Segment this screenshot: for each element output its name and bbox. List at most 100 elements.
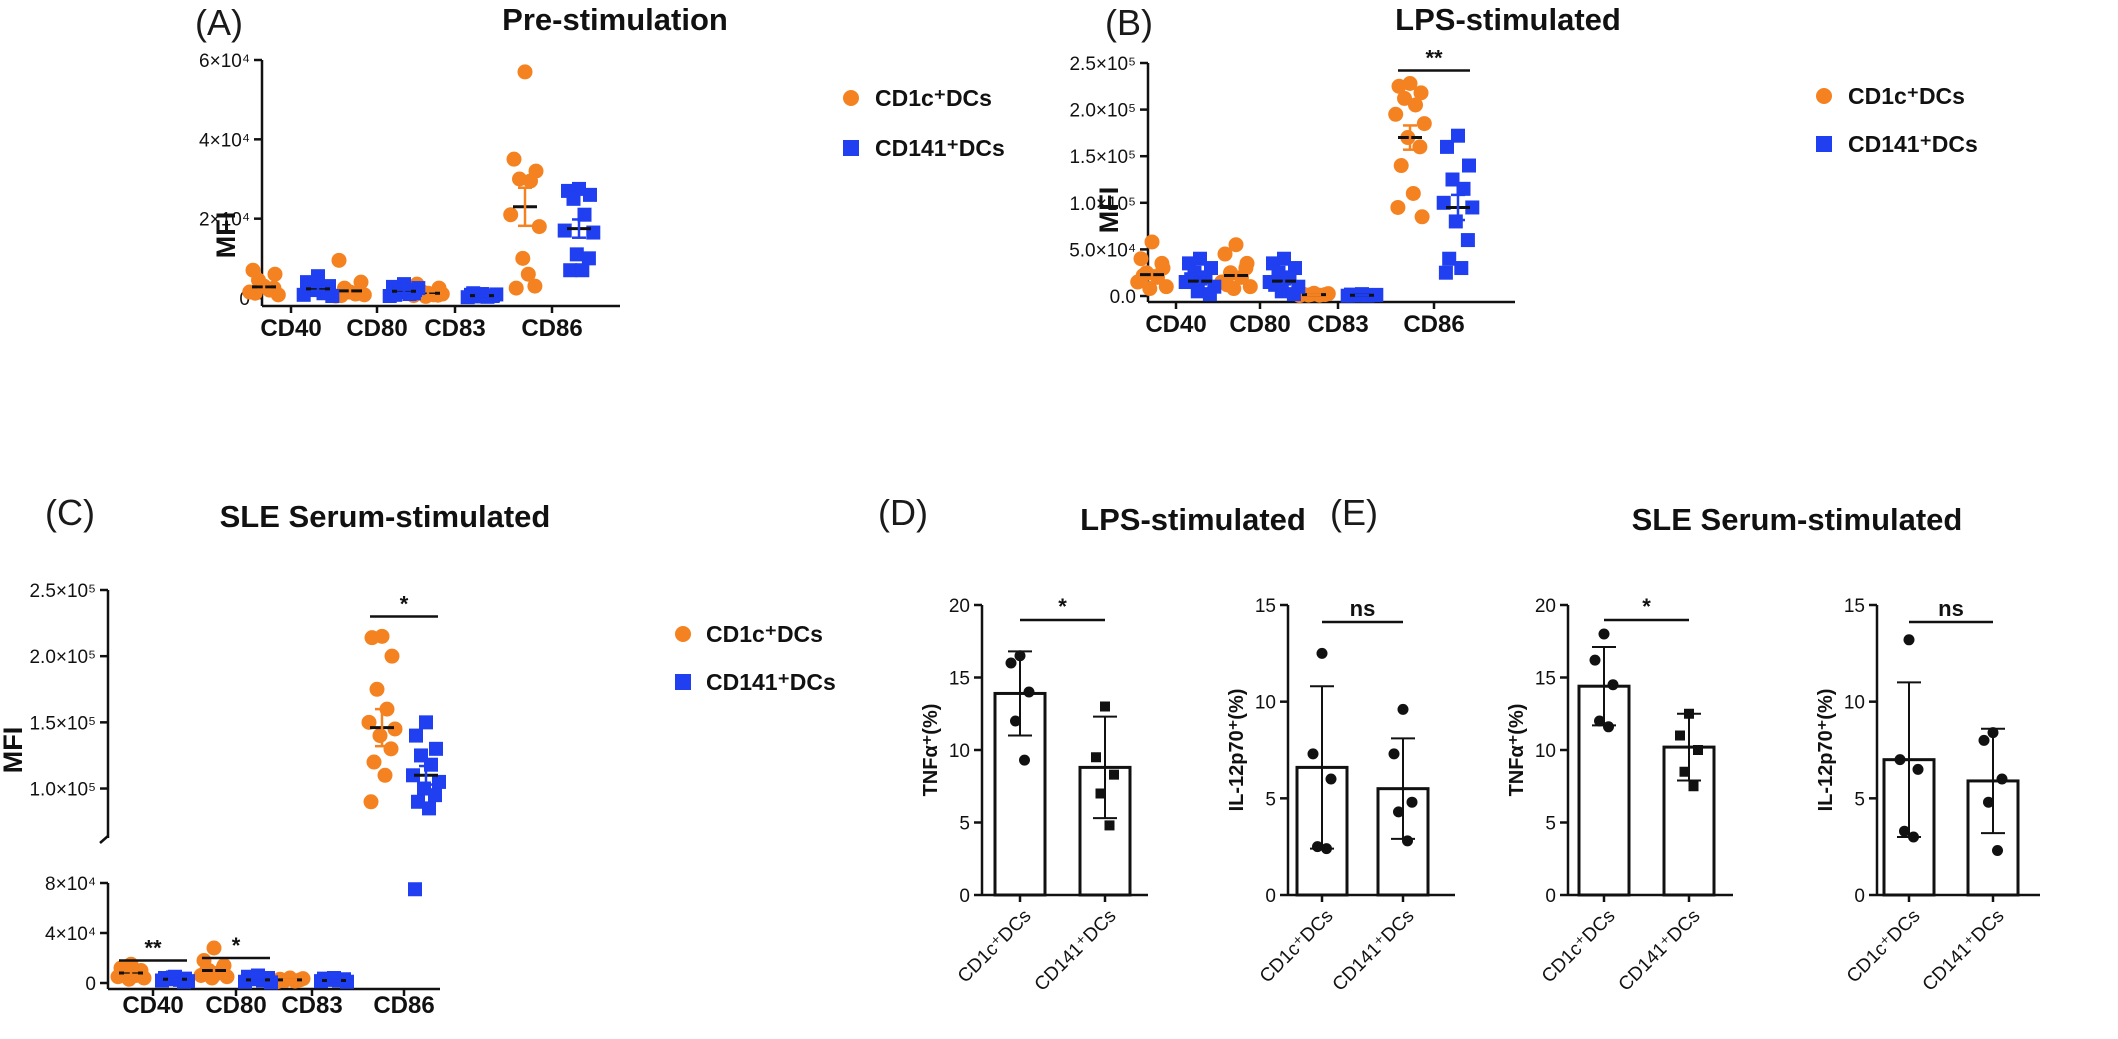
panel-a-point: [577, 207, 592, 222]
panel-a-plot: 0 2×10⁴ 4×10⁴ 6×10⁴ CD40 CD80 CD83 CD86: [199, 51, 620, 342]
panel-c-xtick-cd40: CD40: [122, 992, 183, 1019]
panel-b-ytick-label: 1.5×10⁵: [1069, 147, 1136, 168]
panel-a-point: [566, 191, 581, 206]
panel-d-sub1-ytick-label: 5: [959, 814, 970, 835]
panel-a-letter: (A): [195, 2, 243, 43]
panel-c-point: [409, 728, 423, 743]
panel-a-point: [331, 252, 347, 268]
panel-c-axis-break: [99, 835, 109, 844]
panel-c-point: [428, 788, 442, 803]
panel-b: (B) LPS-stimulated MFI 0.0 5.0×10⁴ 1.0×10⁵…: [1069, 2, 1978, 338]
panel-e-sub1-point: [1607, 679, 1619, 691]
panel-e-sub2-point: [1903, 634, 1915, 646]
panel-d-sub1-point: [1095, 788, 1106, 799]
panel-e-sub1-ytick-label: 15: [1535, 669, 1556, 690]
panel-c-ytick-label: 0: [85, 974, 96, 995]
panel-e-sub1-point: [1675, 730, 1685, 741]
panel-b-point: [1416, 116, 1432, 132]
panel-b-point: [1414, 209, 1430, 225]
panel-a-point: [506, 151, 522, 167]
panel-d-sub1-point: [1100, 701, 1110, 712]
panel-a-point: [523, 173, 538, 189]
panel-b-letter: (B): [1105, 2, 1153, 43]
panel-d-sub2-point: [1321, 843, 1332, 855]
legend-cd141-marker: [843, 140, 859, 156]
panel-e-sub2-point: [1992, 845, 2003, 857]
panel-c-point: [314, 974, 328, 989]
panel-d-sub1-point: [1010, 715, 1021, 727]
panel-e-sub1-point: [1603, 721, 1614, 733]
panel-a-point: [575, 263, 590, 278]
panel-e-sub2-point: [1983, 796, 1994, 808]
panel-c-point: [177, 974, 191, 989]
panel-b-point: [1142, 281, 1158, 297]
panel-b-point: [1219, 277, 1235, 293]
panel-a-point: [569, 247, 584, 262]
panel-a-point: [531, 219, 547, 235]
panel-a-xtick-cd86: CD86: [521, 315, 582, 342]
panel-e-sub1-point: [1589, 654, 1601, 666]
panel-c-letter: (C): [45, 492, 95, 533]
panel-a-legend: CD1c⁺DCs CD141⁺DCs: [843, 85, 1005, 161]
panel-d-sub2-point: [1393, 806, 1404, 818]
panel-b-point: [1369, 287, 1384, 302]
panel-e-sub1-point: [1688, 781, 1699, 792]
panel-b-point: [1460, 233, 1475, 248]
panel-e-sub2-point: [1899, 825, 1910, 837]
panel-d-sub2-xtick-label: CD1c⁺DCs: [1256, 906, 1338, 988]
panel-b-plot: 0.0 5.0×10⁴ 1.0×10⁵ 1.5×10⁵ 2.0×10⁵ 2.5×10⁵ CD…: [1069, 45, 1515, 338]
panel-e-sub2-point: [1987, 727, 1999, 739]
panel-e-sub2-ytick-label: 15: [1844, 596, 1865, 617]
panel-e-bars: 05101520TNFα⁺(%)CD1c⁺DCsCD141⁺DCs*051015…: [1506, 594, 2040, 996]
panel-c-point: [406, 768, 420, 783]
panel-a-ylabel: MFI: [211, 212, 241, 259]
panel-b-ytick-label: 1.0×10⁵: [1069, 194, 1136, 215]
panel-d-sub1-ytick-label: 20: [949, 596, 970, 617]
legend-cd141-marker: [1816, 136, 1832, 152]
panel-c-sig-label: *: [232, 933, 241, 958]
panel-d-sub1-xtick-label: CD141⁺DCs: [1031, 906, 1121, 996]
panel-b-point: [1397, 90, 1412, 106]
panel-a-point: [353, 274, 369, 290]
panel-c-point: [422, 801, 436, 816]
panel-b-point: [1393, 158, 1409, 174]
panel-e-sub1-point: [1693, 745, 1703, 755]
panel-e-sub2-xtick-label: CD141⁺DCs: [1919, 906, 2009, 996]
panel-a-point: [508, 280, 524, 296]
panel-c-point: [424, 757, 438, 772]
panel-a-point: [520, 266, 536, 282]
panel-c-ytick-label: 1.0×10⁵: [29, 780, 96, 801]
legend-cd141-label: CD141⁺DCs: [875, 135, 1005, 161]
panel-d-sub1-ytick-label: 15: [949, 669, 970, 690]
panel-b-point: [1144, 234, 1160, 250]
panel-b-point: [1242, 279, 1258, 295]
panel-c-point: [383, 741, 399, 757]
panel-e-sub2-ytick-label: 10: [1844, 693, 1865, 714]
panel-c-sig-label: *: [400, 591, 409, 616]
panel-e-sub1-ytick-label: 20: [1535, 596, 1556, 617]
panel-b-point: [1340, 288, 1355, 303]
panel-c-point: [363, 794, 379, 810]
panel-e-sub2-sig-label: ns: [1938, 596, 1964, 621]
panel-c-point: [432, 774, 446, 789]
panel-d-sub1-point: [1019, 754, 1030, 766]
panel-c-point: [377, 767, 393, 783]
panel-b-point: [1217, 246, 1233, 262]
panel-c-point: [155, 973, 169, 988]
panel-d-sub2-point: [1325, 773, 1337, 785]
panel-d-sub2-ytick-label: 15: [1255, 596, 1276, 617]
panel-b-point: [1408, 97, 1423, 113]
panel-d-sub2-point: [1397, 703, 1409, 715]
panel-b-point: [1445, 172, 1460, 187]
legend-cd1c-marker: [1816, 88, 1832, 104]
panel-d-sub2-point: [1402, 835, 1413, 847]
panel-b-point: [1448, 214, 1463, 229]
panel-a-xtick-cd80: CD80: [346, 315, 407, 342]
panel-e-sub2-point: [1912, 763, 1924, 775]
panel-d-sub1-point: [1023, 686, 1035, 698]
panel-c-xtick-cd83: CD83: [281, 992, 342, 1019]
panel-e-sub2-point: [1996, 773, 2008, 785]
panel-b-point: [1451, 128, 1465, 143]
panel-d-title: LPS-stimulated: [1080, 502, 1306, 537]
panel-c-point: [364, 630, 380, 646]
